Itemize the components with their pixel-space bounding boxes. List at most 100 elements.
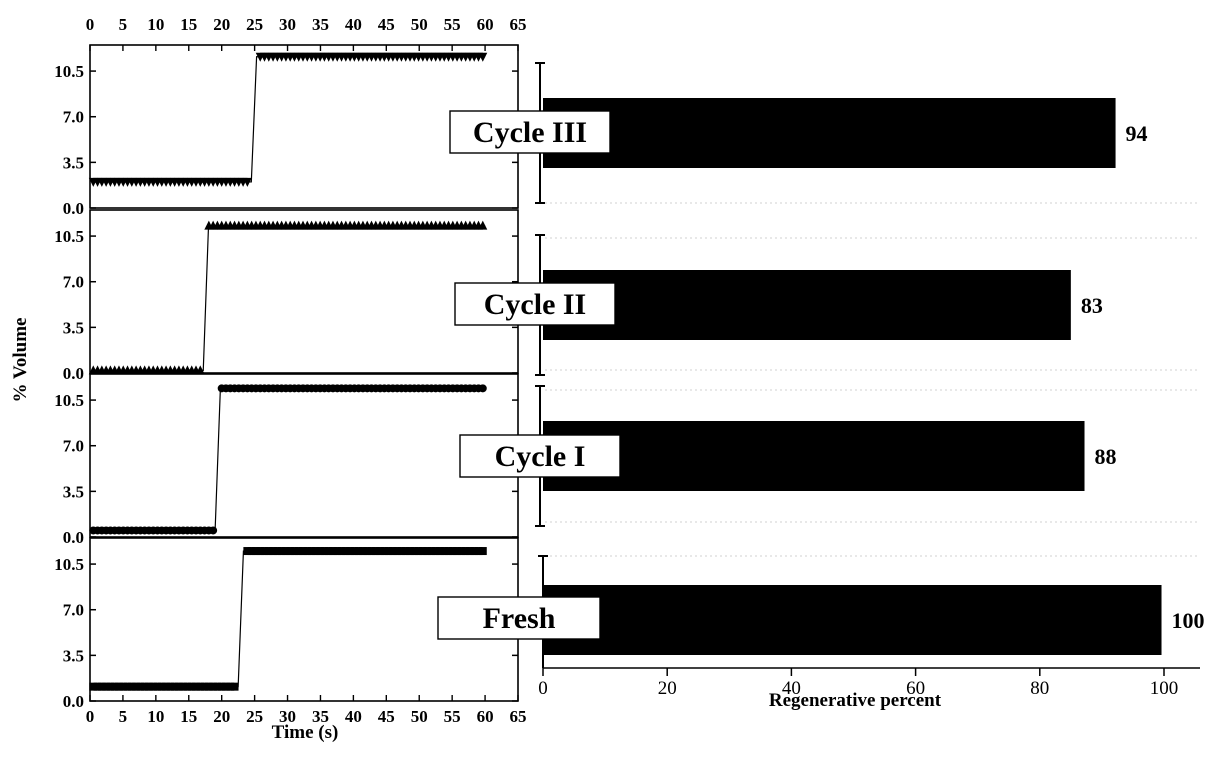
category-label-box xyxy=(459,434,621,478)
category-label: Fresh xyxy=(483,602,556,635)
series-line xyxy=(93,225,486,371)
x-tick-label-top: 45 xyxy=(378,15,395,34)
data-point xyxy=(200,682,209,691)
y-tick-label: 3.5 xyxy=(63,482,84,501)
data-point xyxy=(106,682,115,691)
data-point xyxy=(307,547,316,556)
y-tick-label: 10.5 xyxy=(54,391,84,410)
data-point xyxy=(376,547,385,556)
data-point xyxy=(406,547,415,556)
bar-x-tick-label: 100 xyxy=(1150,678,1179,699)
data-point xyxy=(196,682,205,691)
x-tick-label-top: 25 xyxy=(246,15,263,34)
x-tick-label-top: 5 xyxy=(119,15,128,34)
data-point xyxy=(418,547,427,556)
x-tick-label-top: 40 xyxy=(345,15,362,34)
x-tick-label: 55 xyxy=(444,707,461,726)
x-tick-label-top: 60 xyxy=(477,15,494,34)
data-point xyxy=(230,682,239,691)
data-point xyxy=(102,682,111,691)
y-tick-label: 7.0 xyxy=(63,437,84,456)
category-label-box xyxy=(454,282,616,326)
data-point xyxy=(97,682,106,691)
data-point xyxy=(470,547,479,556)
data-point xyxy=(440,547,449,556)
data-point xyxy=(388,547,397,556)
x-tick-label: 40 xyxy=(345,707,362,726)
series-line xyxy=(93,387,486,532)
data-point xyxy=(286,547,295,556)
data-point xyxy=(478,384,487,393)
x-axis-title: Time (s) xyxy=(272,722,339,743)
data-point xyxy=(132,682,141,691)
x-tick-label-top: 35 xyxy=(312,15,329,34)
regeneration-bar-chart: 0 20 40 60 80 100 94 83 88 100 Cycle III Cycle II C… xyxy=(437,62,1205,711)
category-label-box xyxy=(437,596,601,640)
x-tick-label-top: 10 xyxy=(147,15,164,34)
x-tick-label-top: 15 xyxy=(180,15,197,34)
data-point xyxy=(354,547,363,556)
data-point xyxy=(157,682,166,691)
data-point xyxy=(209,526,218,535)
data-point xyxy=(410,547,419,556)
bar xyxy=(543,98,1116,168)
data-point xyxy=(243,547,252,556)
series-line xyxy=(93,550,486,688)
y-tick-label: 7.0 xyxy=(63,601,84,620)
data-point xyxy=(337,547,346,556)
data-point xyxy=(453,547,462,556)
x-tick-label: 30 xyxy=(279,707,296,726)
series-cycle-i xyxy=(89,384,487,535)
data-point xyxy=(316,547,325,556)
panel-frame xyxy=(89,373,519,538)
x-tick-label: 60 xyxy=(477,707,494,726)
data-point xyxy=(303,547,312,556)
x-tick-label: 35 xyxy=(312,707,329,726)
x-tick-label: 45 xyxy=(378,707,395,726)
data-point xyxy=(294,547,303,556)
y-tick-label: 0.0 xyxy=(63,528,84,547)
data-point xyxy=(465,547,474,556)
data-point xyxy=(114,682,123,691)
y-tick-label: 0.0 xyxy=(63,199,84,218)
y-tick-label: 3.5 xyxy=(63,646,84,665)
y-tick-label: 0.0 xyxy=(63,692,84,711)
data-point xyxy=(89,682,98,691)
data-point xyxy=(162,682,171,691)
data-point xyxy=(299,547,308,556)
data-point xyxy=(166,682,175,691)
data-point xyxy=(119,682,128,691)
series-fresh xyxy=(89,547,487,691)
data-point xyxy=(144,682,153,691)
x-tick-label-top: 20 xyxy=(213,15,230,34)
data-point xyxy=(153,682,162,691)
series-cycle-ii xyxy=(88,220,488,375)
x-tick-label-top: 30 xyxy=(279,15,296,34)
data-point xyxy=(384,547,393,556)
data-point xyxy=(474,547,483,556)
x-tick-label: 65 xyxy=(510,707,527,726)
data-point xyxy=(149,682,158,691)
data-point xyxy=(247,547,256,556)
x-tick-label: 15 xyxy=(180,707,197,726)
data-point xyxy=(358,547,367,556)
x-tick-label-top: 55 xyxy=(444,15,461,34)
bar-x-tick-label: 40 xyxy=(782,678,801,699)
data-point xyxy=(269,547,278,556)
bar xyxy=(543,421,1085,491)
data-point xyxy=(195,365,205,375)
data-point xyxy=(478,220,488,230)
data-point xyxy=(260,547,269,556)
series-cycle-iii xyxy=(88,52,488,187)
y-tick-label: 10.5 xyxy=(54,62,84,81)
data-point xyxy=(110,682,119,691)
data-point xyxy=(444,547,453,556)
data-point xyxy=(461,547,470,556)
value-label: 83 xyxy=(1081,293,1103,318)
data-point xyxy=(170,682,179,691)
data-point xyxy=(435,547,444,556)
data-point xyxy=(264,547,273,556)
data-point xyxy=(226,682,235,691)
data-point xyxy=(179,682,188,691)
